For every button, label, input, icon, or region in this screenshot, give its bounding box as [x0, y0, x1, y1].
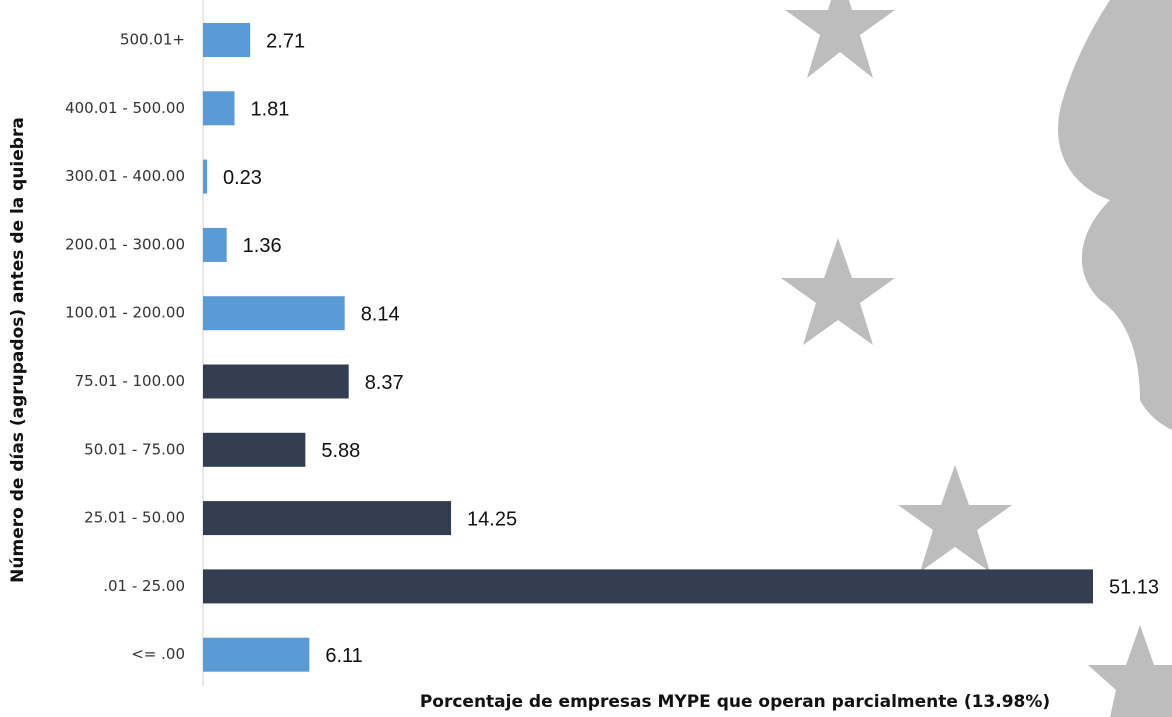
bar	[203, 569, 1093, 603]
y-tick-label: <= .00	[131, 645, 185, 663]
y-tick-label: .01 - 25.00	[103, 577, 185, 595]
bar	[203, 23, 250, 57]
bar	[203, 160, 207, 194]
bar	[203, 501, 451, 535]
bar	[203, 228, 227, 262]
data-label: 14.25	[467, 508, 517, 530]
y-tick-label: 500.01+	[120, 31, 185, 49]
y-tick-label: 25.01 - 50.00	[84, 509, 185, 527]
chart: Número de días (agrupados) antes de la q…	[0, 0, 1172, 717]
data-label: 2.71	[266, 30, 305, 52]
bar	[203, 638, 309, 672]
y-tick-label: 50.01 - 75.00	[84, 440, 185, 458]
x-axis-title: Porcentaje de empresas MYPE que operan p…	[420, 692, 1050, 712]
bar	[203, 91, 235, 125]
y-tick-label: 300.01 - 400.00	[65, 167, 185, 185]
y-tick-label: 400.01 - 500.00	[65, 99, 185, 117]
data-label: 51.13	[1109, 577, 1159, 599]
bar	[203, 365, 349, 399]
y-tick-label: 100.01 - 200.00	[65, 304, 185, 322]
background-decoration	[781, 0, 1172, 717]
y-axis-title: Número de días (agrupados) antes de la q…	[8, 117, 28, 583]
data-label: 1.81	[251, 99, 290, 121]
data-label: 0.23	[223, 167, 262, 189]
data-label: 8.37	[365, 372, 404, 394]
y-tick-label: 200.01 - 300.00	[65, 235, 185, 253]
bar	[203, 296, 345, 330]
data-label: 8.14	[361, 303, 400, 325]
data-label: 5.88	[321, 440, 360, 462]
y-tick-label: 75.01 - 100.00	[75, 372, 185, 390]
data-label: 1.36	[243, 235, 282, 257]
bar	[203, 433, 305, 467]
data-label: 6.11	[325, 645, 362, 667]
